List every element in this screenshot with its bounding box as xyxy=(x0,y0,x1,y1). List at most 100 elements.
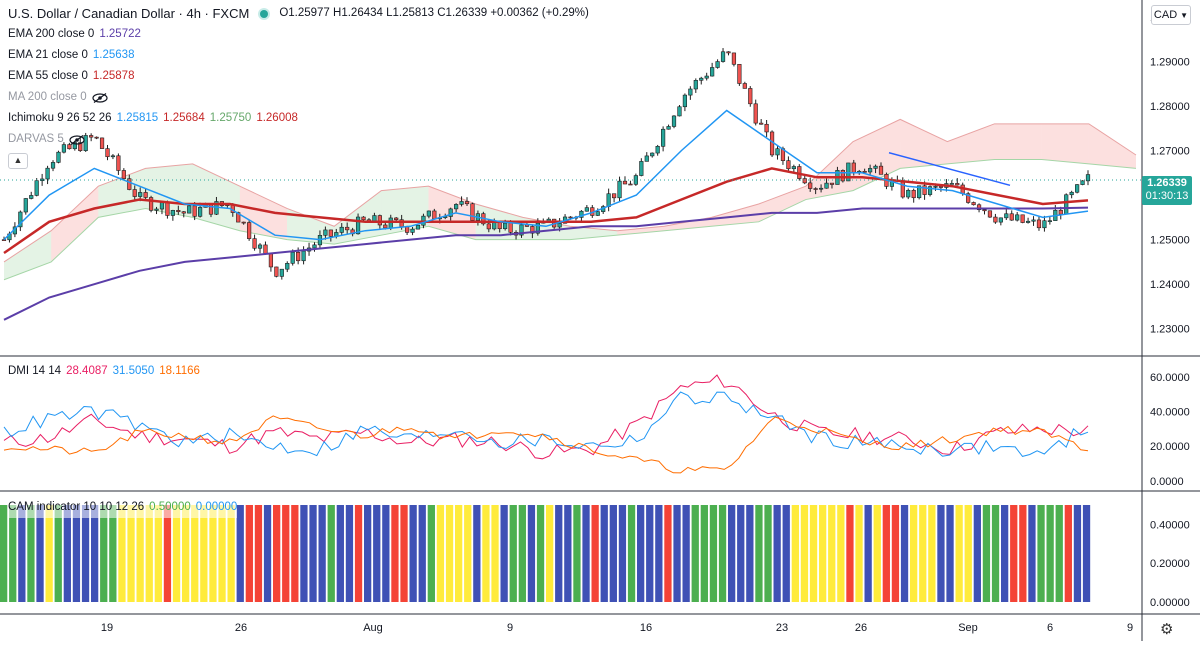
candle-body xyxy=(470,203,475,221)
candle-body xyxy=(1020,214,1025,223)
cam-bar xyxy=(72,505,81,602)
dmi-line-minus xyxy=(3,391,1089,457)
indicator-ma200[interactable]: MA 200 close 0 xyxy=(8,87,589,108)
cam-bar xyxy=(928,505,936,602)
candle-body xyxy=(715,61,720,68)
eye-crossed-icon[interactable] xyxy=(69,134,85,145)
candle-body xyxy=(121,170,126,179)
candle-body xyxy=(426,210,431,217)
indicator-darvas[interactable]: DARVAS 5 xyxy=(8,129,589,150)
currency-button[interactable]: CAD ▼ xyxy=(1151,5,1191,25)
candle-body xyxy=(83,135,88,151)
candle-body xyxy=(742,83,747,89)
candle-body xyxy=(290,251,295,264)
cam-bar xyxy=(254,505,263,602)
candle-body xyxy=(808,182,813,189)
candle-body xyxy=(138,192,143,197)
cam-bar xyxy=(63,505,71,602)
candle-body xyxy=(192,205,197,217)
symbol-title[interactable]: U.S. Dollar / Canadian Dollar · 4h · FXC… xyxy=(8,6,250,21)
cloud-upper-line xyxy=(3,118,1137,263)
candle-body xyxy=(519,224,524,236)
candle-body xyxy=(753,103,758,124)
cam-bar xyxy=(1019,505,1027,602)
dmi-value-minus: 31.5050 xyxy=(112,365,155,377)
currency-label: CAD xyxy=(1153,9,1178,21)
cam-bar xyxy=(218,505,226,602)
candle-body xyxy=(45,167,50,180)
indicator-ema21[interactable]: EMA 21 close 0 1.25638 xyxy=(8,45,589,66)
ema21-line xyxy=(3,109,1089,241)
dmi-legend[interactable]: DMI 14 14 28.4087 31.5050 18.1166 xyxy=(8,361,200,382)
candle-body xyxy=(737,63,742,84)
ohlc-values: O1.25977 H1.26434 L1.25813 C1.26339 +0.0… xyxy=(279,7,589,19)
cam-bar xyxy=(45,505,53,602)
candle-body xyxy=(1031,219,1036,222)
cam-bar xyxy=(9,505,17,602)
candle-body xyxy=(1009,213,1014,221)
candle-body xyxy=(361,216,366,221)
ichimoku-cloud-segment xyxy=(900,119,948,169)
indicator-value: 1.25722 xyxy=(99,28,141,40)
dmi-tick-label: 20.0000 xyxy=(1150,441,1190,453)
candle-body xyxy=(72,142,77,150)
candle-body xyxy=(497,222,502,230)
symbol-title-row[interactable]: U.S. Dollar / Canadian Dollar · 4h · FXC… xyxy=(8,3,589,24)
candle-body xyxy=(633,175,638,185)
cam-bar xyxy=(172,505,181,602)
candle-body xyxy=(710,67,715,77)
candle-body xyxy=(187,205,192,214)
main-legend: U.S. Dollar / Canadian Dollar · 4h · FXC… xyxy=(8,3,589,171)
candle-body xyxy=(906,189,911,198)
indicator-ichimoku[interactable]: Ichimoku 9 26 52 26 1.25815 1.25684 1.25… xyxy=(8,108,589,129)
cam-bar xyxy=(500,505,508,602)
cam-bar xyxy=(227,505,235,602)
candle-body xyxy=(775,148,780,156)
cam-bar xyxy=(564,505,572,602)
candle-body xyxy=(917,185,922,199)
cam-bar xyxy=(737,505,745,602)
cam-legend[interactable]: CAM indicator 10 10 12 26 0.50000 0.0000… xyxy=(8,497,238,518)
time-tick-label: 19 xyxy=(101,622,113,634)
indicator-label: DARVAS 5 xyxy=(8,133,64,145)
cam-bar xyxy=(919,505,927,602)
cam-bar xyxy=(809,505,818,602)
indicator-ema55[interactable]: EMA 55 close 0 1.25878 xyxy=(8,66,589,87)
cam-bar xyxy=(163,505,172,602)
cam-bar xyxy=(282,505,290,602)
candle-body xyxy=(236,212,241,223)
cam-tick-label: 0.00000 xyxy=(1150,597,1190,609)
candle-body xyxy=(726,51,731,54)
bar-countdown: 01:30:13 xyxy=(1145,190,1189,202)
cam-bar xyxy=(791,505,799,602)
cam-bar xyxy=(445,505,454,602)
cam-bar xyxy=(964,505,972,602)
eye-crossed-icon[interactable] xyxy=(92,92,108,103)
cam-bar xyxy=(855,505,863,602)
candle-body xyxy=(492,222,497,230)
candle-body xyxy=(459,201,464,205)
cam-bar xyxy=(455,505,463,602)
candle-body xyxy=(432,210,437,220)
gear-icon[interactable]: ⚙ xyxy=(1160,621,1174,638)
candle-body xyxy=(802,178,807,184)
ichimoku-cloud-segment xyxy=(287,208,335,245)
candle-body xyxy=(464,201,470,205)
candle-body xyxy=(1042,220,1047,229)
candle-body xyxy=(1015,214,1020,221)
candle-body xyxy=(257,244,263,249)
candle-body xyxy=(873,165,878,169)
cam-bar xyxy=(637,505,645,602)
chevron-up-icon[interactable]: ▲ xyxy=(8,152,28,169)
candle-body xyxy=(699,77,704,81)
price-tick-label: 1.29000 xyxy=(1150,56,1190,68)
candle-body xyxy=(568,216,573,219)
indicator-ema200[interactable]: EMA 200 close 0 1.25722 xyxy=(8,24,589,45)
candle-body xyxy=(982,209,987,212)
candle-body xyxy=(241,221,246,224)
price-tick-label: 1.23000 xyxy=(1150,324,1190,336)
time-tick-label: 9 xyxy=(507,622,513,634)
candle-body xyxy=(503,222,508,230)
